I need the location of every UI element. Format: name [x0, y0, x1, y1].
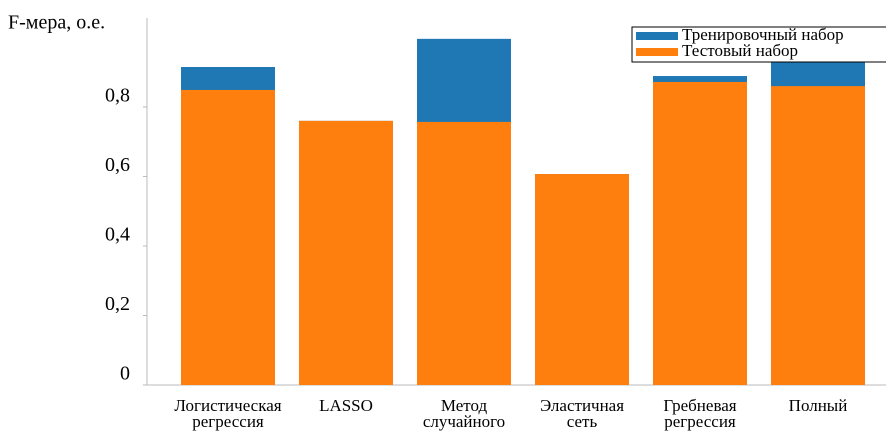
y-tick-label: 0,4	[105, 224, 130, 246]
x-tick-label: Гребневая регрессия	[663, 396, 737, 431]
y-tick-label: 0,8	[105, 85, 130, 107]
y-tick-label: 0	[120, 363, 130, 385]
legend-label: Тренировочный набор	[682, 25, 844, 44]
bar	[181, 89, 275, 385]
y-tick-label: 0,6	[105, 154, 130, 176]
bar	[771, 86, 865, 385]
bar	[653, 81, 747, 386]
y-tick-label: 0,2	[105, 293, 130, 315]
bar	[535, 174, 629, 385]
legend-swatch	[636, 32, 678, 40]
x-tick-label: Логистическая регрессия	[174, 396, 282, 431]
bar	[417, 121, 511, 386]
x-tick-label: Полный	[788, 396, 848, 415]
legend-label: Тестовый набор	[682, 41, 798, 60]
legend-swatch	[636, 48, 678, 56]
x-tick-label: Эластичная сеть	[539, 396, 625, 431]
x-tick-label: LASSO	[319, 396, 373, 415]
bar	[299, 120, 393, 385]
y-axis-label: F-мера, о.е.	[8, 12, 105, 34]
x-tick-label: Метод случайного	[422, 396, 506, 431]
